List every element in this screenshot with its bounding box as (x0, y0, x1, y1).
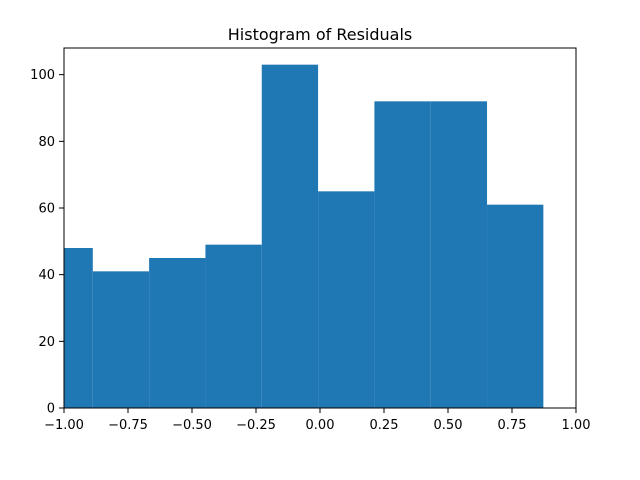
y-tick-label: 80 (38, 135, 55, 150)
chart-title: Histogram of Residuals (228, 25, 413, 44)
histogram-bar-3 (205, 244, 262, 408)
histogram-bar-2 (149, 258, 206, 408)
x-tick-label: −0.25 (236, 418, 276, 433)
x-tick-label: 0.75 (498, 418, 527, 433)
x-tick-label: 0.50 (434, 418, 463, 433)
y-tick-label: 20 (38, 335, 55, 350)
histogram-bar-7 (430, 101, 488, 408)
y-tick-label: 40 (38, 268, 55, 283)
x-tick-label: −0.75 (108, 418, 148, 433)
x-tick-label: −1.00 (44, 418, 84, 433)
x-tick-label: 0.00 (306, 418, 335, 433)
x-tick-label: 0.25 (370, 418, 399, 433)
histogram-bar-8 (487, 204, 544, 408)
histogram-bar-0 (64, 248, 93, 408)
x-tick-label: −0.50 (172, 418, 212, 433)
y-tick-label: 60 (38, 202, 55, 217)
y-tick-label: 0 (47, 402, 55, 417)
histogram-bar-5 (318, 191, 375, 408)
x-tick-label: 1.00 (562, 418, 591, 433)
histogram-bar-6 (374, 101, 431, 408)
axes-group: −1.00 −0.75 −0.50 −0.25 0.00 0.25 0.50 0.75 1.00… (30, 68, 590, 433)
histogram-bar-1 (92, 271, 150, 408)
histogram-bar-4 (261, 64, 319, 409)
plot-frame (63, 47, 577, 409)
bars-group (64, 64, 544, 409)
y-tick-label: 100 (30, 68, 55, 83)
